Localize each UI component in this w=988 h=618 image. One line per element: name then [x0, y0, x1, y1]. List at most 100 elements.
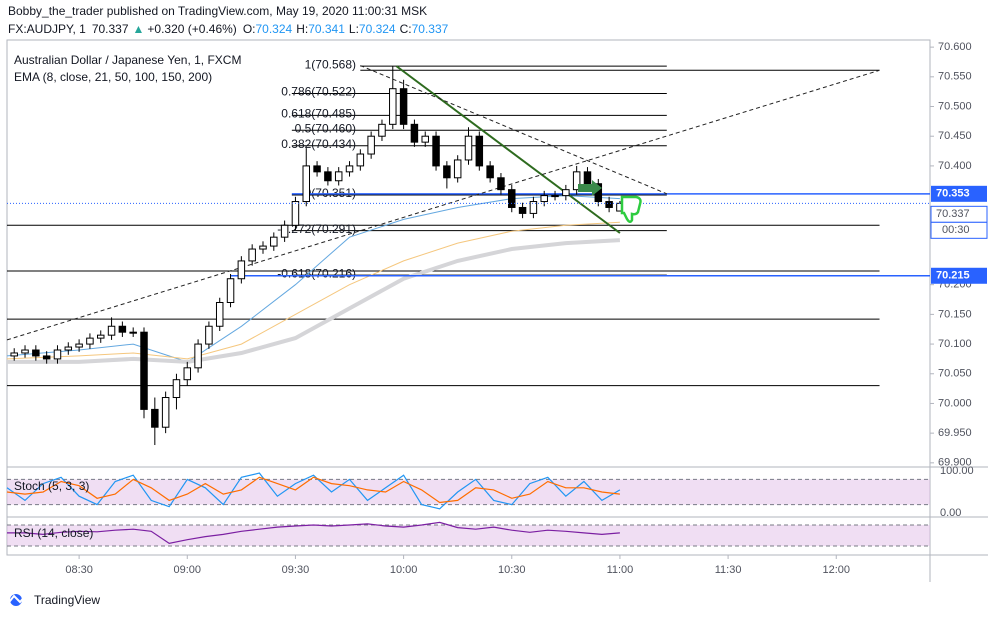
candle-body [270, 236, 278, 247]
y-tick-label: 70.000 [938, 397, 972, 409]
y-tick-label: 70.150 [938, 308, 972, 320]
fib-label: 0.786(70.522) [281, 85, 356, 99]
fib-label: -0.618(70.216) [277, 266, 356, 280]
chart-title: Australian Dollar / Japanese Yen, 1, FXC… [14, 53, 241, 67]
candle-body [432, 135, 440, 167]
candle-body [453, 159, 462, 179]
y-tick-label: 69.950 [938, 427, 972, 439]
candle-body [10, 352, 18, 357]
x-tick-label: 10:30 [498, 564, 526, 576]
stoch-band [7, 479, 930, 505]
symbol-line: FX:AUDJPY, 1 70.337 ▲ +0.320 (+0.46%) O:70.3… [8, 22, 449, 36]
timer-label: 00:30 [942, 224, 970, 236]
thumbs-down-icon [620, 195, 642, 223]
candle-body [313, 165, 321, 173]
trend-line [395, 65, 621, 234]
candle-body [572, 171, 581, 191]
ema-line [6, 221, 620, 360]
candle-body [497, 177, 505, 191]
candle-body [248, 248, 256, 262]
timer-badge [930, 221, 988, 239]
ohlc-value: 70.324 [255, 22, 292, 36]
candle-body [475, 135, 484, 167]
candle-body [215, 301, 224, 327]
trend-line [360, 65, 667, 195]
candle-body [583, 171, 592, 185]
ema-line [6, 195, 620, 363]
fib-label: 0.5(70.460) [295, 121, 356, 135]
candle-body [205, 325, 213, 345]
stoch-label: Stoch (5, 3, 3) [14, 479, 89, 493]
last-price-label: 70.337 [936, 208, 970, 220]
candle-body [42, 355, 51, 360]
candle-body [562, 189, 570, 197]
candle-body [302, 165, 310, 203]
brand: TradingView [34, 593, 100, 607]
level-badge [931, 185, 987, 202]
candle-body [226, 278, 235, 303]
stoch-tick-label: 100.00 [940, 465, 974, 477]
candle-body [508, 189, 516, 208]
candle-body [551, 195, 559, 198]
candle-body [107, 325, 116, 336]
stoch-line [6, 476, 620, 504]
level-badge [931, 267, 987, 284]
y-tick-label: 70.550 [938, 71, 972, 83]
candle-body [518, 206, 527, 214]
candle-body [605, 201, 613, 208]
plot: 69.900 69.950 70.000 70.050 70.100 70.150 70.2… [6, 41, 988, 576]
candle-body [96, 334, 105, 339]
candle-body [421, 135, 429, 143]
candle-body [75, 343, 83, 348]
y-tick-label: 70.050 [938, 368, 972, 380]
y-tick-label: 70.450 [938, 130, 972, 142]
x-tick-label: 09:30 [282, 564, 310, 576]
candle-body [64, 346, 73, 351]
ema-line [7, 238, 621, 364]
symbol: FX:AUDJPY, 1 [8, 22, 86, 36]
ohlc-label: C: [400, 22, 412, 36]
candle-body [194, 343, 202, 369]
logo-mark [5, 592, 29, 607]
candle-body [151, 408, 159, 428]
author-line: Bobby_the_trader published on TradingVie… [8, 4, 427, 18]
candle-body [334, 171, 343, 182]
candle-body [345, 165, 354, 173]
change: +0.320 (+0.46%) [147, 22, 236, 36]
fib-label: 1(70.568) [305, 57, 356, 71]
candle-body [410, 123, 419, 143]
rsi-band [7, 524, 930, 547]
ohlc-label: O: [243, 22, 256, 36]
stoch-tick-label: 0.00 [940, 507, 961, 519]
fib-label: 0.618(70.485) [281, 107, 356, 121]
candle-body [486, 165, 494, 179]
candle-body [443, 165, 451, 179]
candle-body [399, 88, 408, 125]
candle-body [389, 88, 397, 125]
candle-body [172, 379, 181, 399]
candle-body [356, 153, 365, 167]
candle-body [259, 245, 267, 250]
ohlc-value: 70.324 [359, 22, 396, 36]
candle-body [161, 397, 170, 428]
fib-label: -0.272(70.291) [277, 222, 356, 236]
candle-body [324, 171, 332, 182]
indicator-label: EMA (8, close, 21, 50, 100, 150, 200) [14, 70, 212, 84]
candle-body [378, 123, 386, 137]
rsi-line [7, 521, 620, 545]
candle-body [86, 337, 94, 345]
x-tick-label: 11:00 [607, 564, 634, 576]
candle-body [129, 331, 137, 334]
y-tick-label: 70.600 [938, 41, 972, 53]
ohlc-label: H: [296, 22, 308, 36]
stoch-line [6, 472, 621, 510]
candle-body [291, 201, 300, 226]
candle-body [183, 367, 192, 381]
x-tick-label: 11:30 [715, 564, 742, 576]
candle-body [32, 349, 40, 357]
y-tick-label: 70.500 [938, 100, 972, 112]
arrow: ▲ [133, 22, 145, 36]
level-badge-label: 70.215 [936, 270, 970, 282]
